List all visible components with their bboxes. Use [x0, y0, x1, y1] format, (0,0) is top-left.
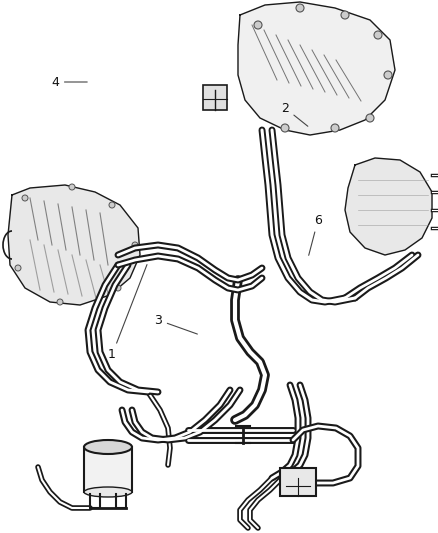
Ellipse shape — [84, 487, 132, 497]
Circle shape — [331, 124, 339, 132]
Polygon shape — [238, 2, 395, 135]
Circle shape — [254, 21, 262, 29]
Text: 6: 6 — [309, 214, 322, 255]
Bar — [203, 85, 227, 110]
Polygon shape — [8, 185, 140, 305]
Circle shape — [115, 285, 121, 291]
Circle shape — [132, 242, 138, 248]
Circle shape — [15, 265, 21, 271]
Bar — [84, 447, 132, 492]
Text: 1: 1 — [108, 264, 147, 361]
Text: 4: 4 — [51, 76, 87, 88]
Circle shape — [296, 4, 304, 12]
Circle shape — [374, 31, 382, 39]
Circle shape — [69, 184, 75, 190]
Polygon shape — [345, 158, 432, 255]
Circle shape — [109, 202, 115, 208]
Circle shape — [281, 124, 289, 132]
Circle shape — [22, 195, 28, 201]
Bar — [280, 468, 316, 496]
Circle shape — [57, 299, 63, 305]
Text: 2: 2 — [281, 101, 308, 126]
Circle shape — [341, 11, 349, 19]
Circle shape — [384, 71, 392, 79]
Text: 3: 3 — [154, 313, 198, 334]
Circle shape — [366, 114, 374, 122]
Ellipse shape — [84, 440, 132, 454]
